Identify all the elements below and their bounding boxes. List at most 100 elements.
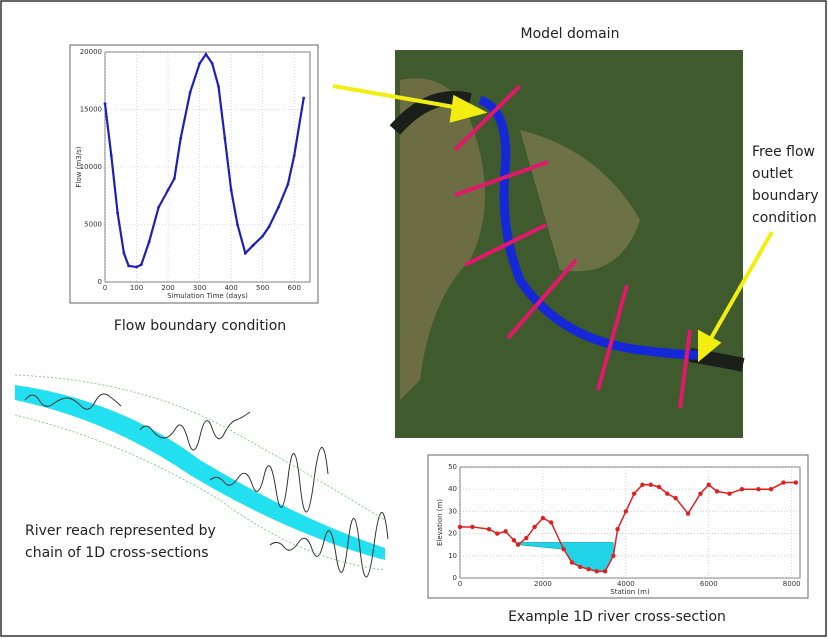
label: chain of 1D cross-sections <box>25 545 209 561</box>
data-point <box>781 480 785 484</box>
data-point <box>503 529 507 533</box>
x-tick-label: 0 <box>458 580 462 588</box>
data-point <box>268 225 271 228</box>
x-tick-label: 100 <box>130 284 143 292</box>
x-tick-label: 6000 <box>700 580 718 588</box>
label: condition <box>752 210 817 226</box>
y-tick-label: 15000 <box>80 106 102 114</box>
data-point <box>769 487 773 491</box>
data-point <box>665 491 669 495</box>
data-point <box>230 189 233 192</box>
data-point <box>495 531 499 535</box>
data-point <box>244 252 247 255</box>
x-axis-label: Simulation Time (days) <box>167 292 248 300</box>
data-point <box>624 509 628 513</box>
data-point <box>123 252 126 255</box>
caption: Flow boundary condition <box>114 318 286 334</box>
data-point <box>611 554 615 558</box>
x-tick-label: 8000 <box>783 580 801 588</box>
data-point <box>135 266 138 269</box>
label: River reach represented by <box>25 523 216 539</box>
data-point <box>217 85 220 88</box>
y-axis-label: Elevation (m) <box>436 499 444 546</box>
data-point <box>532 525 536 529</box>
data-point <box>487 527 491 531</box>
data-point <box>167 189 170 192</box>
data-point <box>727 491 731 495</box>
data-point <box>211 62 214 65</box>
data-point <box>293 154 296 157</box>
label: Free flow <box>752 144 815 160</box>
data-point <box>549 520 553 524</box>
data-point <box>223 137 226 140</box>
x-tick-label: 0 <box>103 284 107 292</box>
satellite-image <box>395 50 743 438</box>
figure: Model domain Flow boundary condition Exa… <box>0 0 828 639</box>
y-axis-label: Flow (m3/s) <box>75 146 83 187</box>
data-point <box>458 525 462 529</box>
data-point <box>595 569 599 573</box>
data-point <box>657 485 661 489</box>
data-point <box>640 483 644 487</box>
data-point <box>673 496 677 500</box>
data-point <box>470 525 474 529</box>
data-point <box>632 491 636 495</box>
x-tick-label: 4000 <box>617 580 635 588</box>
data-point <box>140 263 143 266</box>
x-tick-label: 300 <box>193 284 206 292</box>
data-point <box>252 244 255 247</box>
data-point <box>756 487 760 491</box>
data-point <box>127 265 130 268</box>
data-point <box>148 240 151 243</box>
label: boundary <box>752 188 819 204</box>
data-point <box>698 491 702 495</box>
data-point <box>277 206 280 209</box>
data-point <box>198 62 201 65</box>
data-point <box>561 547 565 551</box>
y-tick-label: 50 <box>448 463 457 471</box>
y-tick-label: 5000 <box>84 221 102 229</box>
data-point <box>740 487 744 491</box>
data-point <box>541 516 545 520</box>
x-tick-label: 200 <box>161 284 174 292</box>
data-point <box>173 177 176 180</box>
y-tick-label: 10 <box>448 552 457 560</box>
data-point <box>603 569 607 573</box>
data-point <box>179 137 182 140</box>
data-point <box>512 538 516 542</box>
x-tick-label: 400 <box>224 284 237 292</box>
plot-area <box>460 467 800 578</box>
data-point <box>615 527 619 531</box>
data-point <box>516 543 520 547</box>
data-point <box>157 206 160 209</box>
y-tick-label: 0 <box>98 278 102 286</box>
y-tick-label: 20000 <box>80 48 102 56</box>
data-point <box>524 536 528 540</box>
data-point <box>715 489 719 493</box>
caption: Example 1D river cross-section <box>508 609 726 625</box>
data-point <box>686 511 690 515</box>
label: outlet <box>752 166 793 182</box>
y-tick-label: 30 <box>448 507 457 515</box>
y-tick-label: 0 <box>453 574 457 582</box>
data-point <box>578 565 582 569</box>
data-point <box>302 97 305 100</box>
data-point <box>649 483 653 487</box>
x-tick-label: 2000 <box>534 580 552 588</box>
data-point <box>104 102 107 105</box>
x-tick-label: 500 <box>256 284 269 292</box>
y-tick-label: 20 <box>448 530 457 538</box>
x-axis-label: Station (m) <box>610 588 650 596</box>
data-point <box>116 212 119 215</box>
page: Model domain Flow boundary condition Exa… <box>0 0 828 639</box>
x-tick-label: 600 <box>288 284 301 292</box>
data-point <box>205 53 208 56</box>
data-point <box>794 480 798 484</box>
data-point <box>236 223 239 226</box>
data-point <box>261 235 264 238</box>
data-point <box>707 483 711 487</box>
data-point <box>287 183 290 186</box>
data-point <box>110 154 113 157</box>
y-tick-label: 40 <box>448 485 457 493</box>
y-tick-label: 10000 <box>80 163 102 171</box>
